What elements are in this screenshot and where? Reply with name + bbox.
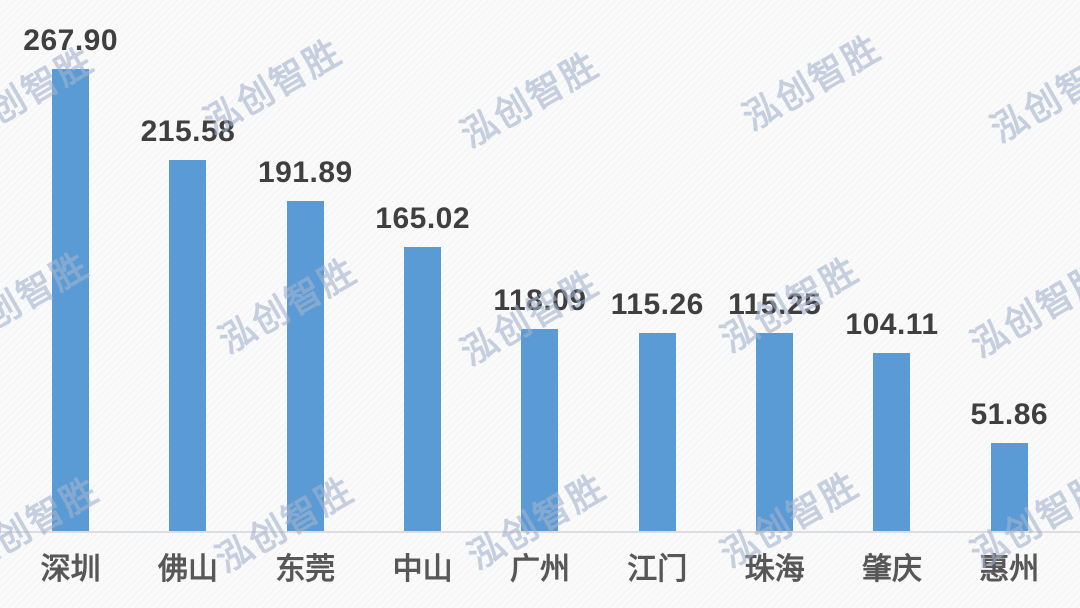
category-label: 肇庆	[861, 553, 922, 586]
bar-column: 215.58	[129, 0, 246, 533]
bar	[52, 69, 90, 533]
category-label: 广州	[509, 553, 570, 586]
bar-value-label: 115.26	[610, 288, 704, 322]
plot-area: 267.90 215.58 191.89 165.02 118.09 115.26 115.…	[12, 0, 1068, 533]
category-row: 深圳 佛山 东莞 中山 广州 江门 珠海 肇庆 惠州	[12, 535, 1068, 585]
category-label: 深圳	[40, 553, 101, 586]
bar-column: 104.11	[833, 0, 950, 533]
bar-value-label: 215.58	[140, 114, 236, 148]
category-label: 中山	[392, 553, 453, 586]
bar	[756, 333, 794, 533]
bar	[521, 328, 559, 533]
category-label: 江门	[627, 553, 688, 586]
bar-value-label: 165.02	[375, 202, 471, 236]
bar-column: 267.90	[12, 0, 129, 533]
bar-value-label: 104.11	[845, 307, 939, 341]
category-label: 惠州	[979, 553, 1040, 586]
category-label: 东莞	[275, 553, 336, 586]
bar-value-label: 118.09	[493, 283, 587, 317]
bar	[873, 352, 911, 533]
bar-value-label: 191.89	[257, 155, 353, 189]
bars-row: 267.90 215.58 191.89 165.02 118.09 115.26 115.…	[12, 0, 1068, 533]
bar	[404, 247, 442, 533]
x-axis-line	[0, 531, 1080, 533]
bar-column: 191.89	[247, 0, 364, 533]
bar	[286, 200, 324, 533]
bar-column: 118.09	[481, 0, 598, 533]
category-label: 佛山	[157, 553, 218, 586]
bar-column: 115.25	[716, 0, 833, 533]
category-label: 珠海	[744, 553, 805, 586]
bar	[169, 159, 207, 533]
bar-value-label: 51.86	[970, 398, 1049, 432]
bar	[638, 333, 676, 533]
bar-column: 165.02	[364, 0, 481, 533]
bar	[990, 443, 1028, 533]
bar-column: 51.86	[951, 0, 1068, 533]
bar-value-label: 115.25	[728, 288, 822, 322]
bar-column: 115.26	[599, 0, 716, 533]
bar-value-label: 267.90	[23, 24, 119, 57]
